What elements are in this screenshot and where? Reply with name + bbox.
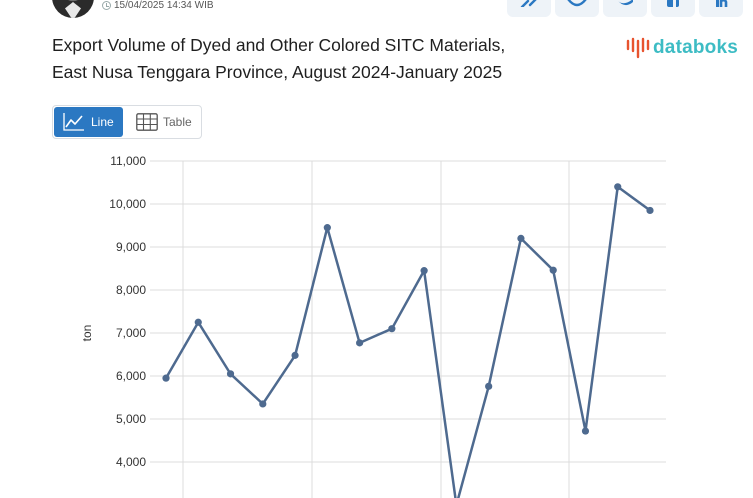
data-point[interactable]: [549, 266, 557, 274]
data-point[interactable]: [420, 267, 428, 275]
databoks-logo-mark: [626, 37, 650, 59]
publish-timestamp: 15/04/2025 14:34 WIB: [114, 0, 214, 11]
data-point[interactable]: [581, 427, 590, 435]
data-point[interactable]: [388, 325, 396, 333]
series-line: [164, 185, 651, 498]
data-point[interactable]: [291, 351, 299, 359]
y-tick-label: 6,000: [116, 369, 146, 383]
databoks-logo-text: databoks: [653, 37, 739, 58]
chart-title: Export Volume of Dyed and Other Colored …: [52, 32, 572, 86]
data-point[interactable]: [614, 183, 622, 191]
chart-grid: [150, 160, 666, 498]
table-icon: [136, 113, 158, 131]
whatsapp-icon: [567, 0, 587, 7]
data-point[interactable]: [517, 234, 525, 242]
share-whatsapp-button[interactable]: [555, 0, 599, 17]
line-view-button[interactable]: Line: [54, 107, 123, 137]
author-avatar: [52, 0, 94, 18]
chart-title-line-2: East Nusa Tenggara Province, August 2024…: [52, 62, 503, 82]
facebook-icon: [667, 0, 679, 7]
data-point[interactable]: [162, 374, 170, 382]
databoks-logo: databoks: [626, 37, 738, 59]
y-tick-label: 7,000: [116, 326, 146, 340]
data-point[interactable]: [259, 400, 267, 408]
y-tick-label: 10,000: [109, 197, 146, 211]
share-facebook-button[interactable]: [651, 0, 695, 17]
y-axis-label: ton: [80, 325, 94, 342]
view-toggle: Line Table: [52, 105, 202, 139]
linkedin-icon: [716, 0, 728, 7]
twitter-icon: [617, 0, 633, 5]
line-chart-icon: [63, 113, 84, 131]
data-point[interactable]: [226, 370, 235, 378]
y-tick-label: 5,000: [116, 412, 146, 426]
data-point[interactable]: [485, 382, 493, 390]
table-view-label: Table: [163, 115, 192, 129]
data-point[interactable]: [323, 224, 331, 232]
copy-link-button[interactable]: [507, 0, 551, 17]
data-point[interactable]: [646, 206, 654, 215]
y-tick-label: 4,000: [116, 455, 146, 469]
data-point[interactable]: [194, 318, 202, 326]
chart-title-line-1: Export Volume of Dyed and Other Colored …: [52, 35, 506, 55]
share-linkedin-button[interactable]: [699, 0, 743, 17]
publish-meta: 15/04/2025 14:34 WIB: [102, 0, 214, 11]
y-tick-label: 11,000: [110, 154, 146, 168]
y-axis-ticks: 4,000 5,000 6,000 7,000 8,000 9,000 10,000 11,0…: [109, 154, 146, 469]
link-icon: [520, 0, 537, 7]
share-twitter-button[interactable]: [603, 0, 647, 17]
chart-series: [162, 183, 654, 498]
line-view-label: Line: [91, 115, 114, 129]
y-tick-label: 9,000: [116, 240, 146, 254]
y-tick-label: 8,000: [116, 283, 146, 297]
data-point[interactable]: [356, 339, 364, 347]
clock-icon: [102, 1, 111, 10]
table-view-button[interactable]: Table: [127, 107, 201, 137]
